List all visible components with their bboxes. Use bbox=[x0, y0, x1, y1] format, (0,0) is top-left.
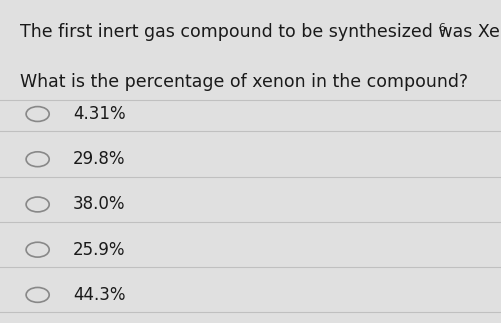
Text: The first inert gas compound to be synthesized was XePtF: The first inert gas compound to be synth… bbox=[20, 23, 501, 41]
Text: 44.3%: 44.3% bbox=[73, 286, 125, 304]
Text: What is the percentage of xenon in the compound?: What is the percentage of xenon in the c… bbox=[20, 73, 467, 91]
Text: 29.8%: 29.8% bbox=[73, 150, 125, 168]
Text: 6: 6 bbox=[437, 23, 444, 33]
Text: 38.0%: 38.0% bbox=[73, 195, 125, 214]
Text: 25.9%: 25.9% bbox=[73, 241, 125, 259]
Text: 4.31%: 4.31% bbox=[73, 105, 125, 123]
